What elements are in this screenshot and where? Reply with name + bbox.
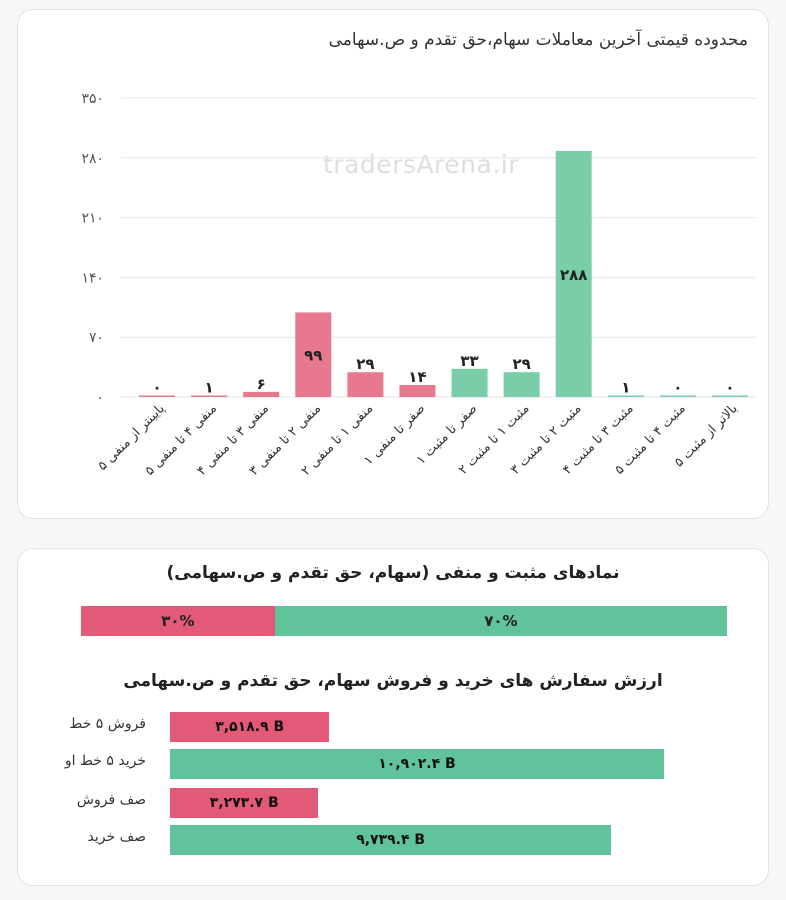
bar xyxy=(451,368,488,397)
negative-percent-label: ۳۰% xyxy=(161,612,195,630)
bar-value-label: ۰ xyxy=(152,379,161,397)
order-bar: ۳,۲۷۳.۷ B xyxy=(170,788,319,818)
order-label: صف فروش xyxy=(76,792,146,808)
order-bar: ۹,۷۳۹.۴ B xyxy=(170,825,612,855)
price-range-card: محدوده قیمتی آخرین معاملات سهام،حق تقدم … xyxy=(17,9,769,519)
bar-value-label: ۱ xyxy=(621,379,630,397)
bar-value-label: ۰ xyxy=(673,379,682,397)
bar xyxy=(503,372,540,397)
order-label: خرید ۵ خط او xyxy=(64,753,146,769)
order-value: ۳,۵۱۸.۹ B xyxy=(215,719,285,735)
bar-value-label: ۶ xyxy=(257,375,266,393)
order-row-sell-queue: صف فروش ۳,۲۷۳.۷ B xyxy=(18,788,768,818)
y-tick-label: ۱۴۰ xyxy=(81,270,104,286)
y-tick-label: ۰ xyxy=(96,390,104,406)
order-bar: ۱۰,۹۰۲.۴ B xyxy=(170,749,664,779)
order-value-title: ارزش سفارش های خرید و فروش سهام، حق تقدم… xyxy=(123,671,663,691)
y-tick-label: ۳۵۰ xyxy=(81,91,104,107)
bar-value-label: ۱۴ xyxy=(408,368,426,386)
positive-segment: ۷۰% xyxy=(274,606,727,636)
bar xyxy=(295,312,332,397)
negative-segment: ۳۰% xyxy=(81,606,275,636)
bar xyxy=(347,372,384,397)
bar xyxy=(607,395,644,397)
bar xyxy=(659,395,696,397)
order-value: ۱۰,۹۰۲.۴ B xyxy=(378,756,456,772)
positive-negative-title: نمادهای مثبت و منفی (سهام، حق تقدم و ص.س… xyxy=(166,563,620,583)
bar xyxy=(711,395,748,397)
order-label: فروش ۵ خط xyxy=(69,716,146,732)
order-bar: ۳,۵۱۸.۹ B xyxy=(170,712,330,742)
y-tick-label: ۲۸۰ xyxy=(81,151,104,167)
y-tick-label: ۲۱۰ xyxy=(81,211,104,227)
order-row-buy-5: خرید ۵ خط او ۱۰,۹۰۲.۴ B xyxy=(18,749,768,779)
order-label: صف خرید xyxy=(87,829,146,845)
bar-value-label: ۳۳ xyxy=(460,352,478,370)
bar-value-label: ۰ xyxy=(725,379,734,397)
positive-percent-label: ۷۰% xyxy=(484,612,518,630)
order-value: ۳,۲۷۳.۷ B xyxy=(209,795,279,811)
orders-card: نمادهای مثبت و منفی (سهام، حق تقدم و ص.س… xyxy=(17,548,769,886)
bar-value-label: ۲۹ xyxy=(356,355,374,373)
watermark: tradersArena.ir xyxy=(323,150,520,179)
bar xyxy=(243,391,280,397)
bar xyxy=(191,395,228,397)
order-row-buy-queue: صف خرید ۹,۷۳۹.۴ B xyxy=(18,825,768,855)
bar-value-label: ۱ xyxy=(205,379,214,397)
positive-negative-bar: ۳۰% ۷۰% xyxy=(81,606,727,636)
order-row-sell-5: فروش ۵ خط ۳,۵۱۸.۹ B xyxy=(18,712,768,742)
price-range-title: محدوده قیمتی آخرین معاملات سهام،حق تقدم … xyxy=(328,30,748,50)
bar-value-label: ۲۹ xyxy=(512,355,530,373)
y-tick-label: ۷۰ xyxy=(89,330,104,346)
bar-value-label: ۲۸۸ xyxy=(560,266,587,284)
bar xyxy=(555,150,592,397)
bar xyxy=(139,395,176,397)
order-value: ۹,۷۳۹.۴ B xyxy=(356,832,426,848)
bar xyxy=(399,385,436,397)
bar-value-label: ۹۹ xyxy=(304,347,322,365)
